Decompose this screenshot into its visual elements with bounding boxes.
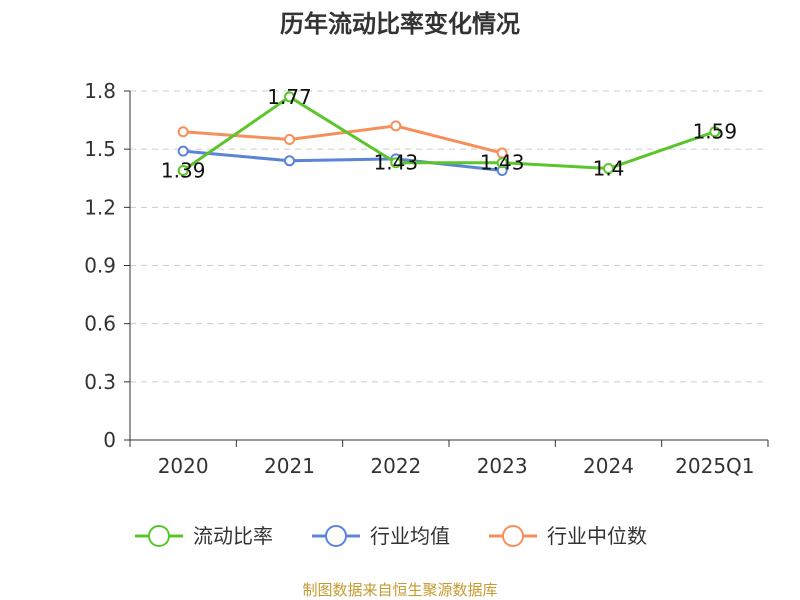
x-tick-label: 2025Q1 <box>675 454 754 478</box>
y-tick-label: 0.6 <box>84 312 116 336</box>
data-label: 1.43 <box>480 151 525 175</box>
legend[interactable]: 流动比率 行业均值 行业中位数 <box>135 524 647 548</box>
x-tick-label: 2022 <box>370 454 421 478</box>
x-tick-label: 2021 <box>264 454 315 478</box>
data-point <box>177 164 189 176</box>
data-point <box>177 145 189 157</box>
x-tick-label: 2020 <box>158 454 209 478</box>
x-tick-label: 2023 <box>477 454 528 478</box>
data-point <box>496 157 508 169</box>
legend-marker-icon <box>502 525 524 547</box>
data-point <box>709 126 721 138</box>
y-tick-label: 1.8 <box>84 79 116 103</box>
y-tick-label: 0 <box>103 428 116 452</box>
source-note: 制图数据来自恒生聚源数据库 <box>302 581 497 599</box>
data-point <box>177 126 189 138</box>
y-tick-label: 1.2 <box>84 195 116 219</box>
series-group <box>177 91 721 176</box>
legend-item[interactable]: 行业均值 <box>312 524 450 548</box>
y-tick-label: 0.3 <box>84 370 116 394</box>
y-tick-label: 1.5 <box>84 137 116 161</box>
data-point <box>284 155 295 167</box>
legend-item[interactable]: 流动比率 <box>135 524 273 548</box>
data-label: 1.39 <box>161 158 206 182</box>
axes: 0 0.3 0.6 0.9 1.2 1.5 1.8 2020 2021 2022 2023 2024 2… <box>84 79 769 478</box>
legend-label: 行业均值 <box>370 524 450 548</box>
data-point <box>284 91 295 103</box>
data-point <box>390 157 402 169</box>
data-label: 1.43 <box>374 151 419 175</box>
legend-label: 行业中位数 <box>547 524 647 548</box>
legend-item[interactable]: 行业中位数 <box>489 524 647 548</box>
data-point <box>284 133 295 145</box>
legend-marker-icon <box>148 525 170 547</box>
legend-label: 流动比率 <box>193 524 273 548</box>
data-label: 1.4 <box>593 157 625 181</box>
x-tick-label: 2024 <box>583 454 634 478</box>
legend-marker-icon <box>325 525 347 547</box>
data-labels: 1.39 1.77 1.43 1.43 1.4 1.59 <box>161 85 737 183</box>
series-line <box>183 149 503 172</box>
series-line <box>182 95 716 172</box>
series-line <box>183 124 503 155</box>
data-point <box>603 163 614 175</box>
data-label: 1.59 <box>693 120 738 144</box>
y-tick-label: 0.9 <box>84 254 116 278</box>
data-point <box>390 120 402 132</box>
chart-title: 历年流动比率变化情况 <box>280 10 520 38</box>
data-label: 1.77 <box>267 85 312 109</box>
